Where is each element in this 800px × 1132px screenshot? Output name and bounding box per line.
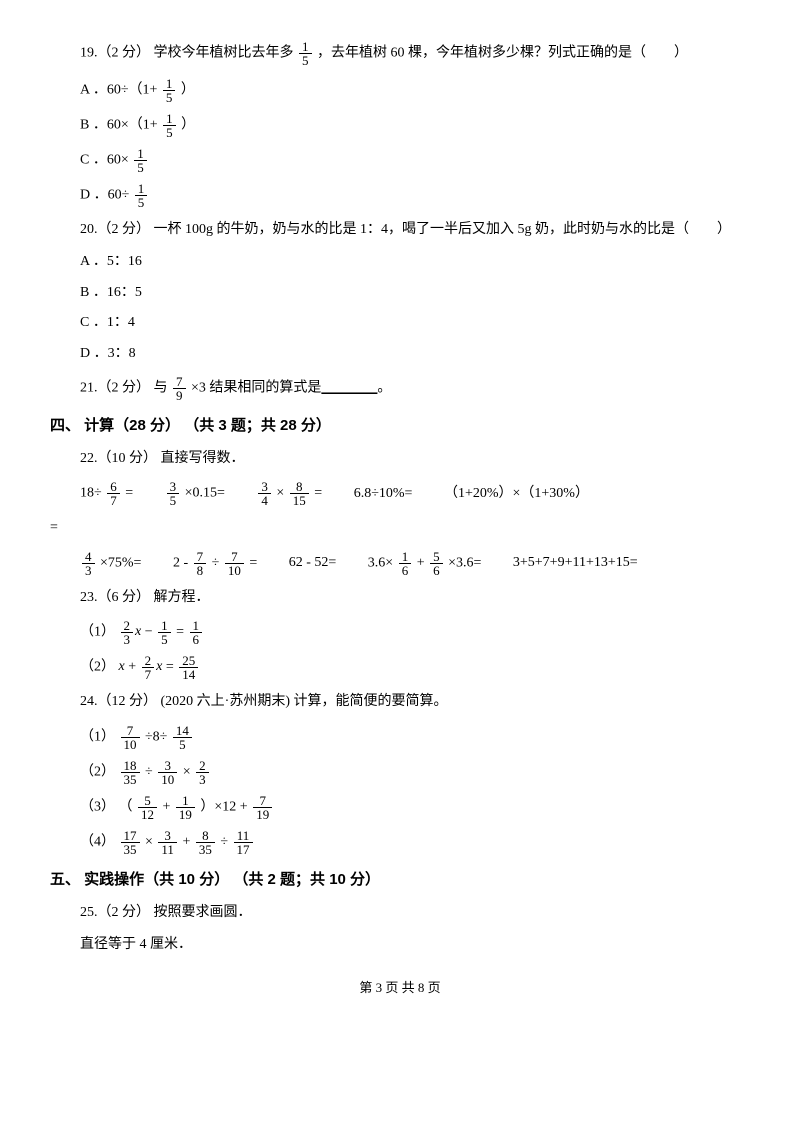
question-20: 20.（2 分） 一杯 100g 的牛奶，奶与水的比是 1：4，喝了一半后又加入… — [80, 219, 750, 241]
q20-option-a: A ．5：16 — [80, 251, 750, 273]
q24-line4: （4） 1735 × 311 + 835 ÷ 1117 — [80, 829, 750, 856]
q22-row2: 43 ×75%= 2 - 78 ÷ 710 = 62 - 52= 3.6× 16… — [80, 550, 750, 577]
q19-stem-a: 19.（2 分） 学校今年植树比去年多 — [80, 46, 297, 61]
question-25-stem: 25.（2 分） 按照要求画圆． — [80, 902, 750, 924]
q19-option-b: B ．60×（1+ 15 ） — [80, 112, 750, 139]
q19-option-d: D ．60÷ 15 — [80, 182, 750, 209]
q24-line2: （2） 1835 ÷ 310 × 23 — [80, 759, 750, 786]
q20-option-d: D ．3：8 — [80, 343, 750, 365]
question-25-line: 直径等于 4 厘米． — [80, 934, 750, 956]
page-footer: 第 3 页 共 8 页 — [50, 978, 750, 999]
fill-blank[interactable]: ________ — [321, 381, 377, 396]
question-22-stem: 22.（10 分） 直接写得数． — [80, 448, 750, 470]
q23-eq1: （1） 23x − 15 = 16 — [80, 619, 750, 646]
question-24-stem: 24.（12 分） (2020 六上·苏州期末) 计算，能简便的要简算。 — [80, 691, 750, 713]
q19-option-c: C ．60× 15 — [80, 147, 750, 174]
q22-eqline: = — [50, 517, 750, 539]
question-19: 19.（2 分） 学校今年植树比去年多 15 ，去年植树 60 棵，今年植树多少… — [80, 40, 750, 67]
q24-line1: （1） 710 ÷8÷ 145 — [80, 724, 750, 751]
section-4-heading: 四、 计算（28 分） （共 3 题；共 28 分） — [50, 414, 750, 438]
question-23-stem: 23.（6 分） 解方程． — [80, 587, 750, 609]
question-21: 21.（2 分） 与 79 ×3 结果相同的算式是________。 — [80, 375, 750, 402]
q20-option-b: B ．16：5 — [80, 282, 750, 304]
q20-option-c: C ．1：4 — [80, 312, 750, 334]
section-5-heading: 五、 实践操作（共 10 分） （共 2 题；共 10 分） — [50, 868, 750, 892]
q23-eq2: （2） x + 27x = 2514 — [80, 654, 750, 681]
q22-row1: 18÷ 67 = 35 ×0.15= 34 × 815 = 6.8÷10%= （… — [80, 480, 750, 507]
fraction: 15 — [299, 40, 312, 67]
q24-line3: （3） （ 512 + 119 ）×12 + 719 — [80, 794, 750, 821]
q19-option-a: A ．60÷（1+ 15 ） — [80, 77, 750, 104]
q19-stem-b: ，去年植树 60 棵，今年植树多少棵？列式正确的是（ ） — [317, 46, 688, 61]
